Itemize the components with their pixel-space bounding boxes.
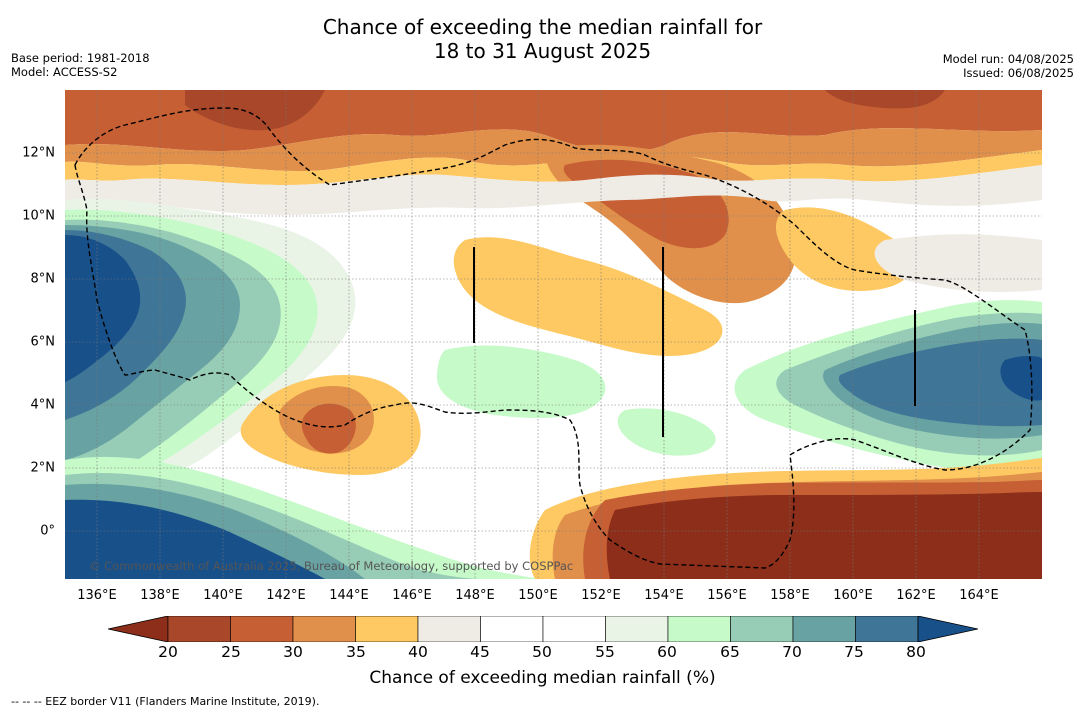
lat-label-2n: 2°N bbox=[30, 460, 56, 476]
light-belt-1 bbox=[65, 165, 1042, 215]
colorbar-swatch bbox=[355, 615, 419, 643]
lat-label-4n: 4°N bbox=[30, 397, 56, 413]
lat-label-8n: 8°N bbox=[30, 271, 56, 287]
colorbar-svg bbox=[107, 615, 979, 643]
lon-label-154e: 154°E bbox=[644, 588, 684, 603]
issued-date: Issued: 06/08/2025 bbox=[963, 66, 1074, 80]
southwest-band-blue bbox=[65, 499, 325, 579]
lon-label-150e: 150°E bbox=[518, 588, 558, 603]
rainfall-map: © Commonwealth of Australia 2025, Bureau… bbox=[65, 90, 1042, 579]
colorbar-tick-55: 55 bbox=[595, 643, 615, 661]
base-period: Base period: 1981-2018 bbox=[11, 51, 150, 65]
lon-label-164e: 164°E bbox=[959, 588, 999, 603]
colorbar-tick-30: 30 bbox=[283, 643, 303, 661]
colorbar-extend-high bbox=[917, 615, 979, 643]
colorbar-swatch bbox=[292, 615, 356, 643]
graticule bbox=[65, 90, 1042, 579]
colorbar-tick-40: 40 bbox=[408, 643, 428, 661]
model-name: Model: ACCESS-S2 bbox=[11, 65, 118, 79]
colorbar-swatch bbox=[230, 615, 294, 643]
lat-label-10n: 10°N bbox=[22, 208, 55, 224]
lon-label-158e: 158°E bbox=[770, 588, 810, 603]
lon-label-148e: 148°E bbox=[455, 588, 495, 603]
eez-border bbox=[74, 107, 1033, 569]
copyright-notice: © Commonwealth of Australia 2025, Bureau… bbox=[89, 559, 573, 573]
lon-label-144e: 144°E bbox=[329, 588, 369, 603]
title-line-1: Chance of exceeding the median rainfall … bbox=[322, 15, 763, 39]
lon-label-156e: 156°E bbox=[707, 588, 747, 603]
colorbar-tick-80: 80 bbox=[906, 643, 926, 661]
lon-label-136e: 136°E bbox=[77, 588, 117, 603]
colorbar-tick-35: 35 bbox=[346, 643, 366, 661]
colorbar-extend-low bbox=[107, 615, 169, 643]
colorbar-swatch bbox=[667, 615, 731, 643]
lon-label-142e: 142°E bbox=[266, 588, 306, 603]
lon-label-138e: 138°E bbox=[140, 588, 180, 603]
lon-label-160e: 160°E bbox=[833, 588, 873, 603]
lat-label-0: 0° bbox=[40, 523, 55, 539]
meta-left: Base period: 1981-2018 Model: ACCESS-S2 bbox=[11, 51, 150, 79]
colorbar-swatch bbox=[167, 615, 231, 643]
lon-label-162e: 162°E bbox=[896, 588, 936, 603]
central-yellow-tongue bbox=[453, 237, 723, 356]
meta-right: Model run: 04/08/2025 Issued: 06/08/2025 bbox=[943, 52, 1074, 80]
colorbar-tick-20: 20 bbox=[158, 643, 178, 661]
colorbar-tick-70: 70 bbox=[782, 643, 802, 661]
colorbar-tick-75: 75 bbox=[844, 643, 864, 661]
model-run: Model run: 04/08/2025 bbox=[942, 52, 1074, 66]
colorbar-swatch bbox=[605, 615, 669, 643]
colorbar-label: Chance of exceeding median rainfall (%) bbox=[369, 668, 716, 688]
rainfall-map-svg: © Commonwealth of Australia 2025, Bureau… bbox=[65, 90, 1042, 579]
lat-label-6n: 6°N bbox=[30, 334, 56, 350]
colorbar-swatch bbox=[417, 615, 481, 643]
east-blue bbox=[838, 338, 1042, 427]
colorbar-tick-50: 50 bbox=[532, 643, 552, 661]
north-band-deep bbox=[185, 90, 325, 131]
midwest-red-blob bbox=[301, 403, 356, 454]
lon-label-140e: 140°E bbox=[203, 588, 243, 603]
colorbar-swatch bbox=[730, 615, 794, 643]
colorbar-tick-45: 45 bbox=[470, 643, 490, 661]
colorbar-tick-65: 65 bbox=[720, 643, 740, 661]
colorbar-swatch bbox=[792, 615, 856, 643]
title-line-2: 18 to 31 August 2025 bbox=[433, 39, 652, 63]
lon-label-146e: 146°E bbox=[392, 588, 432, 603]
lon-label-152e: 152°E bbox=[581, 588, 621, 603]
colorbar-swatch bbox=[542, 615, 606, 643]
colorbar-tick-25: 25 bbox=[221, 643, 241, 661]
east-yellow bbox=[775, 207, 913, 291]
eez-footnote: -- -- -- EEZ border V11 (Flanders Marine… bbox=[11, 695, 320, 708]
lat-label-12n: 12°N bbox=[22, 145, 55, 161]
central-green-patch bbox=[436, 345, 606, 418]
central-green-patch-2 bbox=[617, 408, 716, 456]
colorbar bbox=[107, 615, 979, 643]
map-title: Chance of exceeding the median rainfall … bbox=[0, 15, 1085, 63]
colorbar-swatch bbox=[855, 615, 919, 643]
west-deep-blue bbox=[65, 235, 141, 382]
south-dry-core bbox=[606, 492, 1042, 579]
colorbar-tick-60: 60 bbox=[657, 643, 677, 661]
colorbar-swatch bbox=[480, 615, 544, 643]
north-band-deep-2 bbox=[825, 90, 945, 109]
